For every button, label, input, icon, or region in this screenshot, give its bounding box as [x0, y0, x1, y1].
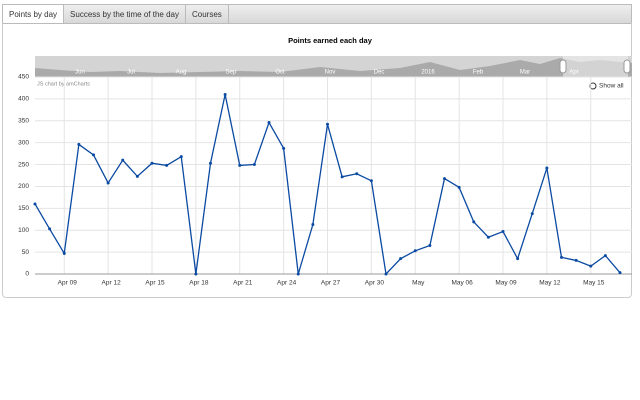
navigator-label: 2016: [421, 70, 435, 76]
navigator-label: Nov: [325, 70, 336, 76]
navigator-label: Dec: [374, 70, 385, 76]
y-tick-label: 400: [18, 96, 29, 103]
point: [194, 272, 198, 276]
point: [472, 220, 476, 224]
point: [179, 155, 183, 159]
point: [252, 163, 256, 167]
point: [165, 163, 169, 167]
point: [267, 121, 271, 125]
x-tick-label: Apr 27: [321, 280, 341, 287]
x-tick-label: Apr 09: [58, 280, 78, 287]
y-tick-label: 450: [18, 74, 29, 81]
x-tick-label: May: [412, 280, 425, 287]
tab[interactable]: Courses: [186, 5, 229, 23]
point: [48, 227, 52, 231]
point: [282, 146, 286, 150]
show-all-button[interactable]: Show all: [599, 83, 624, 90]
y-tick-label: 200: [18, 183, 29, 190]
point: [121, 158, 125, 162]
zoom-icon[interactable]: [589, 82, 597, 90]
x-tick-label: Apr 12: [102, 280, 122, 287]
point: [369, 179, 373, 183]
tab-bar: Points by day Success by the time of the …: [2, 4, 632, 24]
point: [62, 251, 66, 255]
tab[interactable]: Points by day: [3, 5, 65, 23]
point: [311, 223, 315, 227]
y-tick-label: 350: [18, 117, 29, 124]
navigator-label: Mar: [520, 70, 530, 76]
point: [92, 153, 95, 157]
point: [618, 271, 622, 275]
navigator-silhouette: [35, 58, 632, 77]
credit: JS chart by amCharts: [37, 81, 90, 87]
point: [486, 235, 490, 239]
point: [457, 185, 461, 189]
point: [530, 212, 534, 216]
point: [326, 122, 329, 126]
navigator-selection[interactable]: [563, 56, 628, 77]
y-tick-label: 300: [18, 139, 29, 146]
navigator-label: Sep: [226, 70, 237, 76]
point: [545, 166, 549, 170]
chart-title: Points earned each day: [288, 36, 373, 45]
navigator-label: Jul: [127, 70, 135, 76]
navigator-label: Feb: [473, 70, 484, 76]
x-tick-label: May 15: [583, 280, 605, 287]
x-tick-label: Apr 30: [365, 280, 385, 287]
point: [77, 142, 81, 146]
point: [150, 161, 154, 165]
point: [516, 257, 520, 261]
navigator-handle[interactable]: [559, 59, 567, 74]
x-tick-label: Apr 21: [233, 280, 253, 287]
navigator-label: Apr: [569, 70, 578, 76]
point: [384, 272, 388, 276]
point: [574, 258, 578, 262]
point: [603, 254, 607, 258]
point: [355, 172, 359, 176]
navigator-label: Aug: [176, 70, 187, 76]
y-tick-label: 100: [18, 227, 29, 234]
point: [399, 257, 403, 261]
panel: [2, 23, 632, 298]
y-tick-label: 50: [22, 249, 30, 256]
point: [296, 272, 300, 276]
x-tick-label: Apr 15: [145, 280, 165, 287]
point: [209, 161, 212, 165]
tab[interactable]: Success by the time of the day: [64, 5, 186, 23]
y-tick-label: 0: [25, 271, 29, 278]
x-tick-label: May 12: [539, 280, 561, 287]
navigator-label: Oct: [275, 70, 285, 76]
point: [223, 93, 227, 97]
y-tick-label: 150: [18, 205, 29, 212]
y-tick-label: 250: [18, 161, 29, 168]
x-tick-label: May 06: [451, 280, 473, 287]
point: [428, 244, 432, 248]
point: [443, 177, 446, 181]
point: [106, 181, 110, 185]
x-tick-label: Apr 24: [277, 280, 297, 287]
point: [413, 249, 417, 253]
navigator-label: Jun: [75, 70, 85, 76]
point: [501, 230, 505, 234]
point: [135, 174, 139, 178]
point: [589, 264, 593, 268]
point: [33, 202, 37, 206]
x-tick-label: Apr 18: [189, 280, 209, 287]
navigator-handle[interactable]: [623, 59, 631, 74]
point: [340, 175, 344, 179]
point: [238, 163, 242, 167]
x-tick-label: May 09: [495, 280, 517, 287]
point: [560, 255, 563, 259]
